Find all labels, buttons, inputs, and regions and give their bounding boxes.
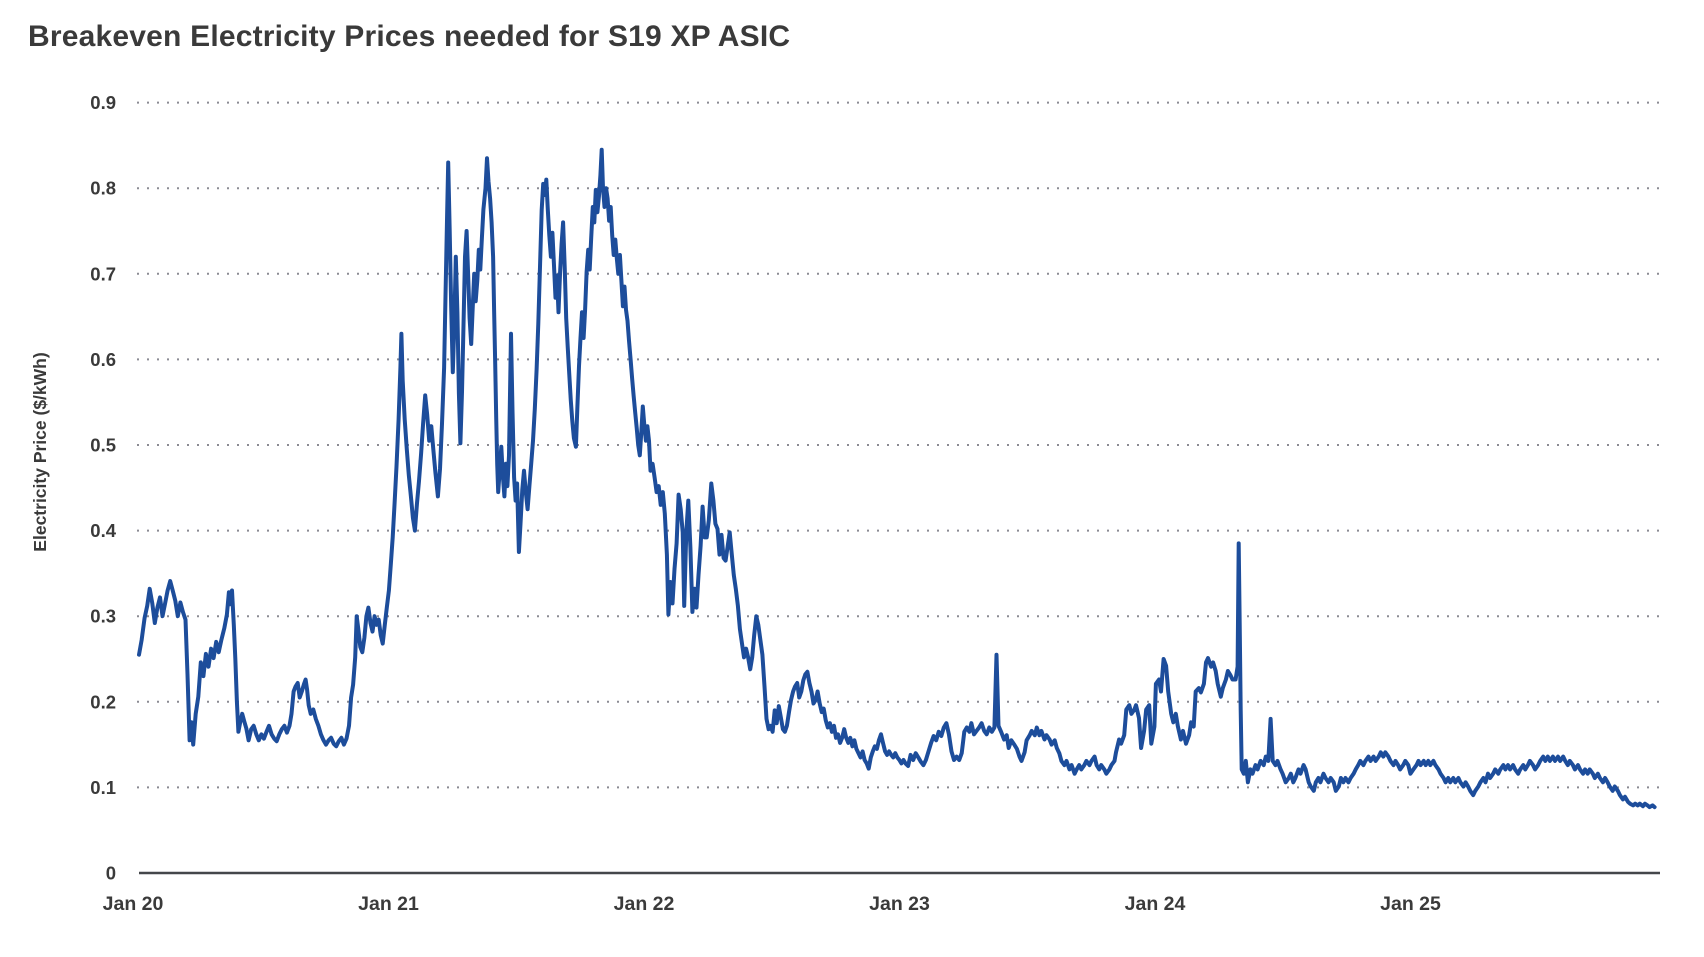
y-tick-label: 0.7 (90, 263, 116, 284)
x-tick-label: Jan 21 (358, 893, 419, 915)
y-tick-label: 0.4 (90, 520, 116, 541)
x-tick-label: Jan 22 (614, 893, 675, 915)
y-tick-label: 0.2 (90, 691, 116, 712)
price-line-series-0 (137, 147, 1657, 810)
y-tick-label: 0.8 (90, 178, 116, 199)
y-tick-label: 0.5 (90, 435, 116, 456)
y-tick-label: 0.9 (90, 92, 116, 113)
x-tick-label: Jan 23 (869, 893, 930, 915)
y-tick-label: 0.3 (90, 606, 116, 627)
x-tick-label: Jan 20 (103, 893, 164, 915)
x-tick-label: Jan 25 (1380, 893, 1441, 915)
chart-title: Breakeven Electricity Prices needed for … (28, 20, 791, 53)
y-tick-label: 0.1 (90, 777, 116, 798)
y-axis-title: Electricity Price ($/kWh) (30, 352, 50, 551)
y-tick-label: 0 (106, 863, 116, 884)
x-tick-label: Jan 24 (1125, 893, 1186, 915)
y-tick-label: 0.6 (90, 349, 116, 370)
